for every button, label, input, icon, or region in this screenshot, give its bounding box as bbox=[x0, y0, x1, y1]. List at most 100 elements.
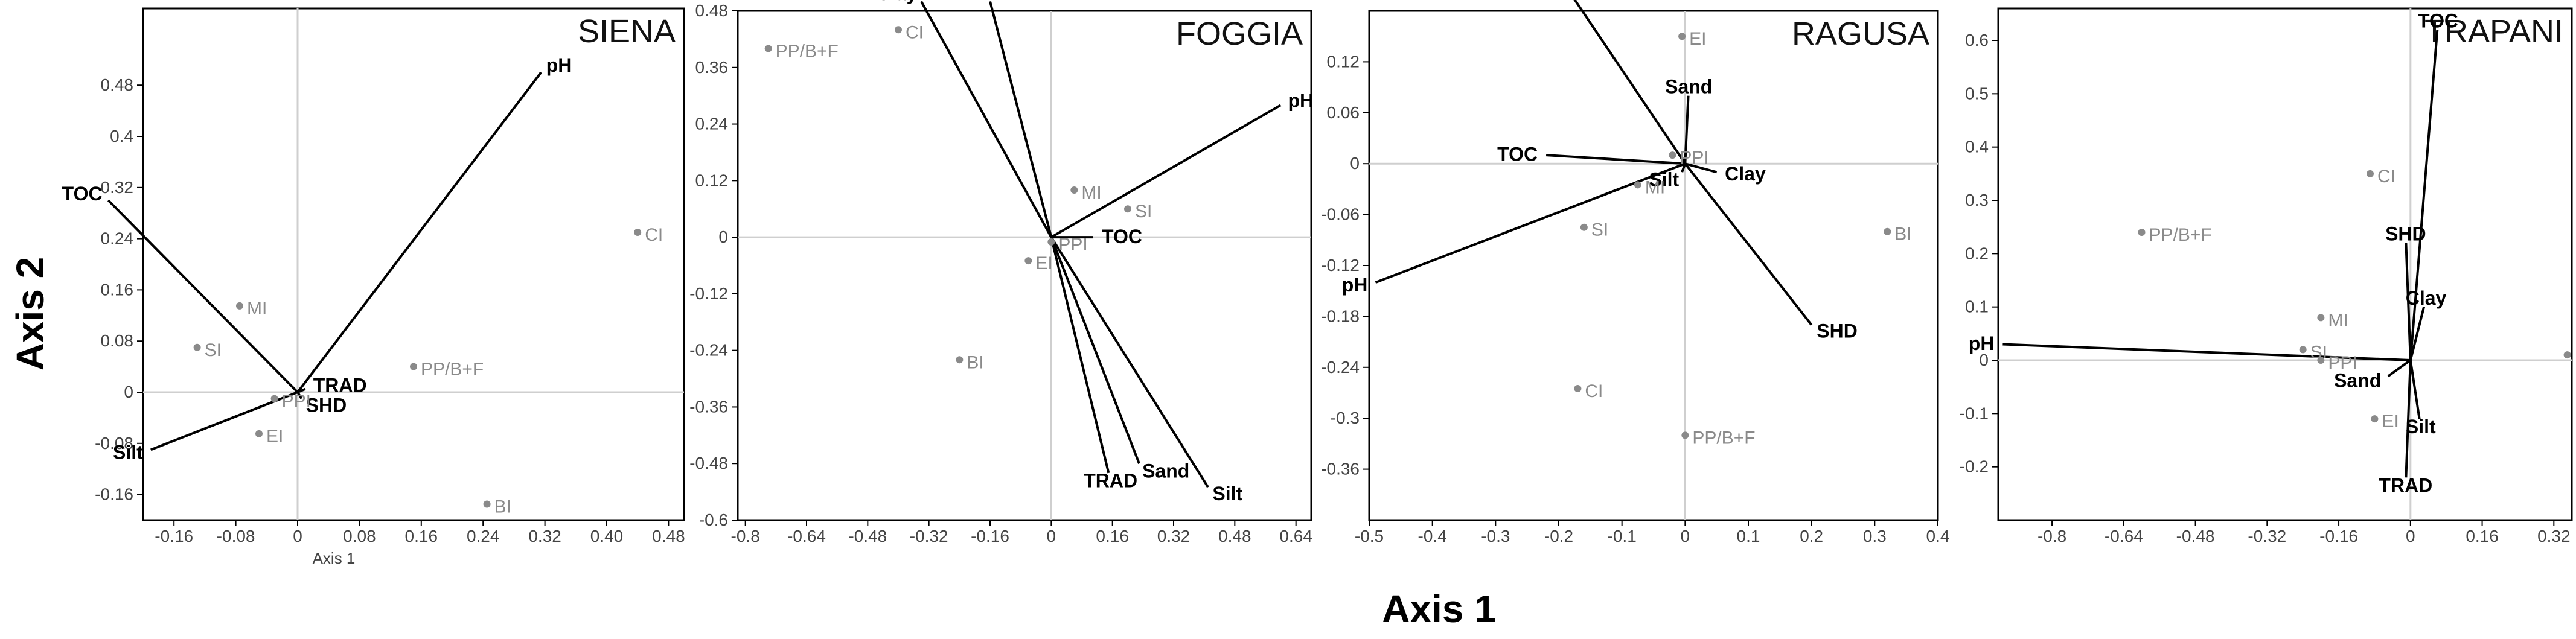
vector-label-toc: TOC bbox=[62, 183, 103, 205]
point-label-bi: BI bbox=[494, 497, 511, 517]
point-marker-si bbox=[1580, 223, 1588, 231]
point-marker-bi bbox=[2563, 351, 2571, 359]
vector-line-silt bbox=[1050, 237, 1209, 488]
vector-line-ph bbox=[1050, 104, 1282, 238]
vector-line-sand bbox=[1684, 95, 1690, 164]
x-tick-label: -0.64 bbox=[2105, 527, 2143, 545]
x-tick-label: -0.16 bbox=[971, 527, 1009, 545]
point-marker-ppi bbox=[2317, 357, 2325, 364]
x-tick-label: 0.24 bbox=[467, 527, 500, 545]
y-tick-label: 0.4 bbox=[1965, 138, 1989, 156]
vector-line-clay bbox=[1684, 162, 1718, 174]
x-tick-label: 0.16 bbox=[2466, 527, 2499, 545]
point-label-bi: BI bbox=[1894, 224, 1911, 244]
y-tick-label: 0.3 bbox=[1965, 191, 1989, 209]
point-label-ppi: PPI bbox=[1058, 235, 1087, 255]
point-marker-ei bbox=[255, 430, 263, 437]
vector-line-trad bbox=[297, 387, 306, 393]
x-tick-label: 0.16 bbox=[1096, 527, 1129, 545]
y-tick-label: 0.32 bbox=[101, 178, 134, 197]
y-tick-label: 0.12 bbox=[695, 171, 729, 189]
x-tick-label: -0.2 bbox=[1544, 527, 1573, 545]
vector-line-toc bbox=[107, 199, 299, 393]
point-label-ei: EI bbox=[1035, 253, 1052, 273]
x-tick-label: -0.16 bbox=[2319, 527, 2358, 545]
x-tick-label: 0 bbox=[293, 527, 302, 545]
y-tick-label: -0.36 bbox=[689, 397, 728, 416]
y-tick-label: 0 bbox=[124, 383, 133, 401]
point-label-ci: CI bbox=[906, 22, 924, 42]
y-tick-label: -0.12 bbox=[689, 284, 728, 303]
y-tick-label: -0.12 bbox=[1321, 256, 1360, 275]
point-label-ei: EI bbox=[266, 427, 283, 447]
point-label-si: SI bbox=[1135, 202, 1152, 221]
point-label-ei: EI bbox=[1689, 29, 1706, 49]
y-tick-label: -0.24 bbox=[689, 341, 728, 360]
point-marker-bi bbox=[1884, 227, 1891, 235]
plot-frame bbox=[1368, 10, 1939, 521]
panel-title: RAGUSA bbox=[1792, 16, 1929, 52]
point-label-mi: MI bbox=[2328, 310, 2348, 330]
y-tick-label: -0.06 bbox=[1321, 205, 1360, 224]
vector-label-silt: Silt bbox=[2406, 416, 2436, 437]
y-tick-label: -0.16 bbox=[95, 485, 133, 504]
y-tick-label: 0.12 bbox=[1327, 52, 1360, 71]
vector-label-toc: TOC bbox=[1102, 226, 1142, 247]
x-tick-label: -0.1 bbox=[1608, 527, 1637, 545]
vector-label-shd: SHD bbox=[947, 0, 988, 4]
panel-trapani: -0.8 -0.64 -0.48 -0.32 -0.16 0 0.16 0.32 -0.2 -0.… bbox=[1960, 7, 2576, 545]
x-tick-label: -0.4 bbox=[1418, 527, 1447, 545]
point-marker-mi bbox=[1634, 181, 1641, 189]
vector-line-sand bbox=[1050, 237, 1140, 464]
x-tick-label: -0.08 bbox=[217, 527, 255, 545]
y-tick-label: 0.06 bbox=[1327, 103, 1360, 122]
vector-label-ph: pH bbox=[1342, 274, 1368, 296]
panel-title: FOGGIA bbox=[1176, 16, 1303, 52]
vector-label-trad: TRAD bbox=[1084, 469, 1137, 491]
point-marker-mi bbox=[2317, 314, 2325, 322]
x-tick-label: 0.3 bbox=[1863, 527, 1887, 545]
panel-foggia: -0.8 -0.64 -0.48 -0.32 -0.16 0 0.16 0.32 0.48 0.6… bbox=[689, 0, 1314, 545]
point-marker-si bbox=[193, 343, 201, 351]
point-marker-ci bbox=[1574, 384, 1582, 392]
vector-label-ph: pH bbox=[1969, 332, 1995, 354]
x-tick-label: -0.8 bbox=[2037, 527, 2066, 545]
y-tick-label: 0.5 bbox=[1965, 84, 1989, 103]
vector-line-silt bbox=[2409, 360, 2421, 419]
y-tick-label: 0.48 bbox=[101, 75, 134, 94]
vector-label-clay: Clay bbox=[877, 0, 918, 4]
x-tick-label: 0.2 bbox=[1800, 527, 1823, 545]
point-marker-ci bbox=[2367, 170, 2374, 177]
x-tick-label: 0.32 bbox=[1157, 527, 1191, 545]
point-marker-ppi bbox=[270, 395, 278, 402]
point-label-mi: MI bbox=[247, 299, 267, 319]
x-axis-title: Axis 1 bbox=[0, 587, 2576, 631]
y-tick-label: -0.1 bbox=[1960, 404, 1989, 422]
point-label-bi: BI bbox=[967, 352, 983, 372]
point-marker-ei bbox=[1024, 257, 1032, 265]
vector-label-silt: Silt bbox=[1212, 483, 1242, 504]
plot-frame bbox=[142, 7, 685, 521]
y-tick-label: 0 bbox=[718, 227, 728, 246]
x-tick-label: 0.1 bbox=[1737, 527, 1760, 545]
point-label-si: SI bbox=[205, 340, 222, 360]
vector-label-trad: TRAD bbox=[2379, 474, 2432, 496]
point-label-pp/b+f: PP/B+F bbox=[2149, 225, 2212, 245]
x-tick-label: 0 bbox=[2406, 527, 2415, 545]
point-marker-pp/b+f bbox=[2138, 229, 2146, 236]
y-tick-label: 0.08 bbox=[101, 331, 134, 350]
x-tick-label: -0.64 bbox=[787, 527, 826, 545]
y-tick-label: -0.36 bbox=[1321, 460, 1360, 478]
vector-line-ph bbox=[296, 71, 542, 393]
y-tick-label: 0.2 bbox=[1965, 244, 1989, 262]
x-tick-label: 0 bbox=[1047, 527, 1056, 545]
vector-line-toc bbox=[1545, 154, 1686, 165]
point-label-mi: MI bbox=[1081, 183, 1101, 203]
vector-line-sand bbox=[2387, 359, 2411, 378]
x-tick-label: -0.48 bbox=[2176, 527, 2215, 545]
vector-label-sand: Sand bbox=[2334, 370, 2381, 392]
x-tick-label: 0.32 bbox=[528, 527, 561, 545]
point-marker-ppi bbox=[1047, 238, 1055, 246]
y-tick-label: 0.48 bbox=[695, 1, 729, 20]
